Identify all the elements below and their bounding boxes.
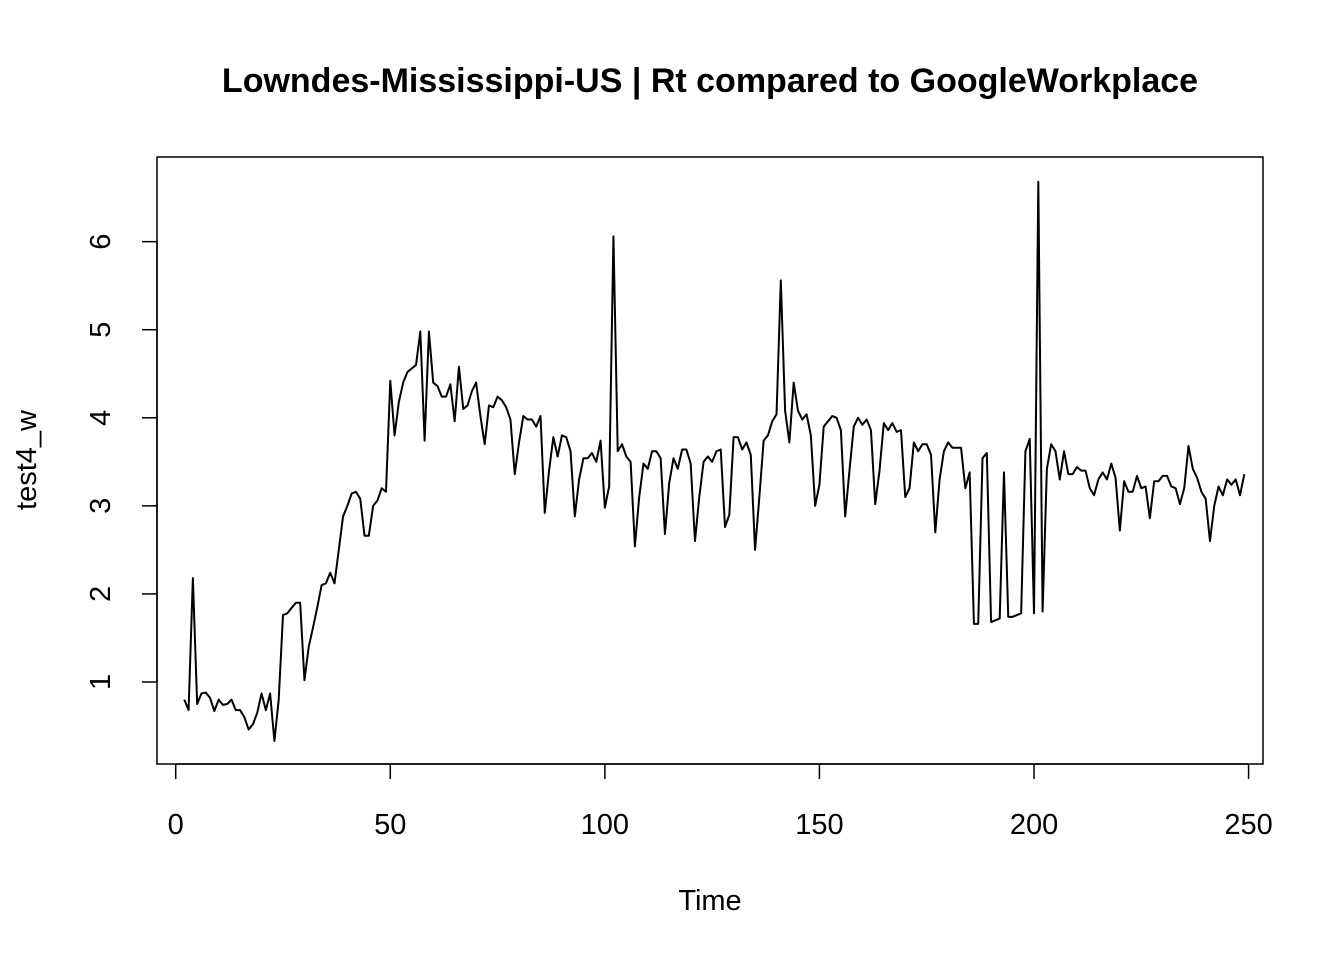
x-tick-label: 250 (1224, 809, 1272, 841)
x-tick-label: 50 (374, 809, 406, 841)
y-tick-label: 5 (85, 322, 117, 338)
x-axis-label: Time (678, 885, 741, 917)
y-tick-label: 2 (85, 586, 117, 602)
series-layer (183, 180, 1246, 742)
y-tick-label: 1 (85, 674, 117, 690)
y-axis: 1 2 3 4 5 6 (85, 234, 158, 690)
y-tick-label: 4 (85, 410, 117, 426)
x-tick-label: 200 (1010, 809, 1058, 841)
chart-title: Lowndes-Mississippi-US | Rt compared to … (222, 62, 1198, 100)
x-tick-label: 0 (168, 809, 184, 841)
y-tick-label: 6 (85, 234, 117, 250)
series-line (183, 180, 1246, 742)
y-axis-label: test4_w (11, 409, 43, 510)
x-tick-label: 150 (795, 809, 843, 841)
y-tick-label: 3 (85, 498, 117, 514)
x-tick-label: 100 (581, 809, 629, 841)
x-axis: 0 50 100 150 200 250 (168, 763, 1273, 841)
